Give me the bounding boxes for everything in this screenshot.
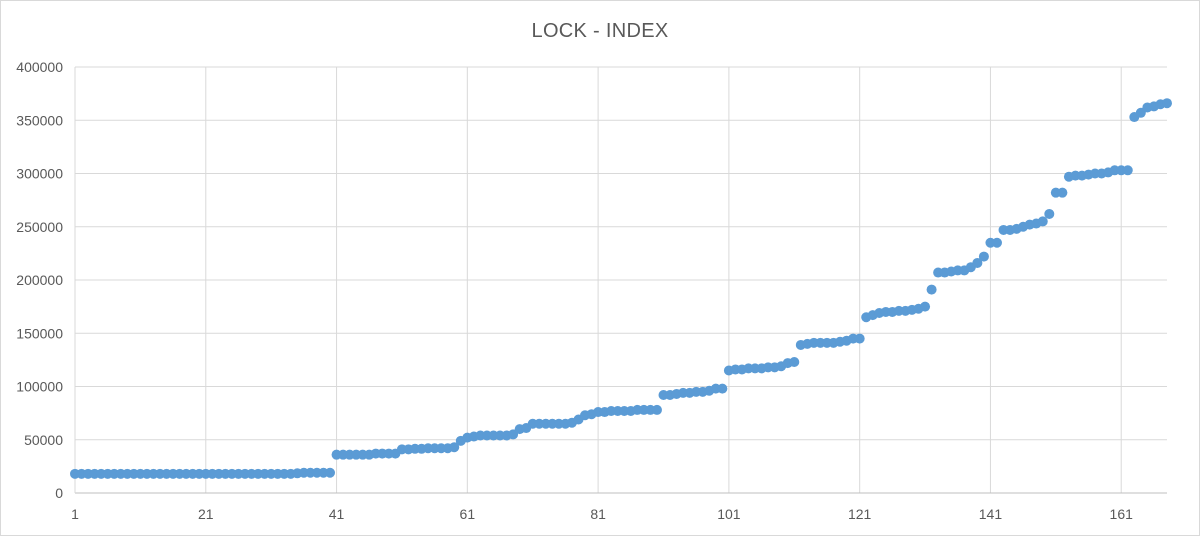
x-tick-labels: 1 21 41 61 81 101 121 141 161 — [71, 506, 1133, 522]
data-point — [789, 357, 800, 368]
x-tick-label: 41 — [329, 506, 345, 522]
data-point — [1122, 165, 1133, 176]
x-tick-label: 1 — [71, 506, 79, 522]
y-tick-label: 400000 — [16, 59, 63, 75]
data-point — [1037, 216, 1048, 227]
data-point — [651, 404, 662, 415]
axes — [74, 67, 1167, 494]
x-tick-label: 161 — [1110, 506, 1134, 522]
data-point — [1044, 208, 1055, 219]
x-tick-label: 141 — [979, 506, 1003, 522]
y-tick-label: 300000 — [16, 166, 63, 182]
data-point — [325, 467, 336, 478]
gridlines — [75, 66, 1167, 493]
chart-title: LOCK - INDEX — [531, 20, 669, 42]
x-tick-label: 101 — [717, 506, 741, 522]
y-tick-label: 200000 — [16, 272, 63, 288]
y-tick-label: 50000 — [24, 432, 63, 448]
data-point — [972, 257, 983, 268]
data-point — [717, 383, 728, 394]
x-tick-label: 121 — [848, 506, 872, 522]
x-tick-label: 81 — [590, 506, 606, 522]
y-tick-label: 100000 — [16, 379, 63, 395]
data-point — [1162, 98, 1172, 109]
y-tick-labels: 0 50000 100000 150000 200000 250000 300000 3500… — [16, 59, 63, 501]
data-point — [926, 284, 937, 295]
data-points — [70, 98, 1172, 479]
data-point — [978, 251, 989, 262]
data-point — [854, 333, 865, 344]
y-tick-label: 0 — [55, 485, 63, 501]
x-tick-label: 61 — [460, 506, 476, 522]
data-point — [449, 442, 460, 453]
data-point — [991, 237, 1002, 248]
y-tick-label: 250000 — [16, 219, 63, 235]
data-point — [1057, 187, 1068, 198]
data-point — [920, 301, 931, 312]
y-tick-label: 150000 — [16, 325, 63, 341]
x-tick-label: 21 — [198, 506, 214, 522]
y-tick-label: 350000 — [16, 112, 63, 128]
